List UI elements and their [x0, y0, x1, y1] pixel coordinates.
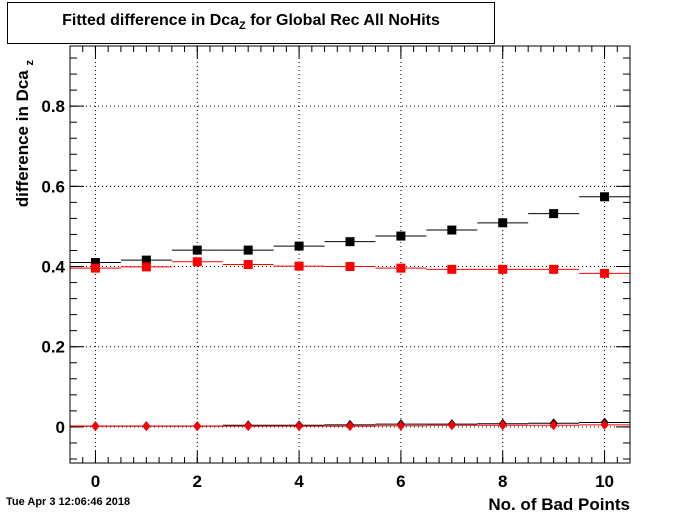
data-point: [192, 245, 202, 255]
data-point: [142, 421, 151, 432]
data-point: [447, 264, 457, 274]
data-point: [141, 255, 151, 265]
data-point: [90, 263, 100, 273]
data-point: [244, 421, 253, 432]
x-tick-label: 6: [396, 472, 405, 491]
data-point: [90, 258, 100, 268]
data-point: [294, 261, 304, 271]
y-tick-label: 0.8: [41, 97, 65, 116]
chart-title-suffix: for Global Rec All NoHits: [245, 12, 440, 29]
data-point: [600, 192, 610, 202]
grid-lines: [70, 46, 630, 463]
plot-frame: [69, 45, 631, 464]
chart-title-box: Fitted difference in DcaZ for Global Rec…: [7, 2, 495, 44]
x-tick-label: 2: [193, 472, 202, 491]
data-point: [192, 257, 202, 267]
tick-labels: 0 2 4 6 8 10 0 0.2 0.4 0.6 0.8: [41, 97, 614, 491]
data-point: [294, 241, 304, 251]
data-point: [243, 260, 253, 270]
chart-title: Fitted difference in DcaZ for Global Rec…: [8, 12, 494, 32]
chart-title-subscript: Z: [239, 20, 246, 33]
data-point: [396, 420, 405, 431]
x-tick-label: 8: [498, 472, 507, 491]
data-point: [345, 237, 355, 247]
data-point: [447, 225, 457, 235]
x-axis-title: No. of Bad Points: [488, 495, 630, 514]
series-1: [70, 257, 630, 278]
y-axis-title: difference in Dca z: [13, 60, 36, 208]
data-point: [498, 218, 508, 228]
timestamp: Tue Apr 3 12:06:46 2018: [6, 496, 131, 508]
data-point: [498, 264, 508, 274]
data-point: [600, 268, 610, 278]
data-series: [70, 192, 630, 432]
minor-ticks: [69, 46, 631, 463]
data-point: [295, 421, 304, 432]
y-tick-label: 0.2: [41, 338, 65, 357]
series-0: [70, 192, 630, 268]
y-axis-title-main: difference in Dca: [13, 70, 32, 208]
data-point: [91, 421, 100, 432]
data-point: [345, 262, 355, 272]
y-tick-label: 0.4: [41, 258, 65, 277]
y-tick-label: 0.6: [41, 177, 65, 196]
x-tick-label: 10: [595, 472, 614, 491]
data-point: [549, 209, 559, 219]
x-tick-label: 4: [294, 472, 304, 491]
data-point: [549, 264, 559, 274]
data-point: [396, 263, 406, 273]
x-tick-label: 0: [91, 472, 100, 491]
data-point: [447, 420, 456, 431]
y-axis-title-subscript: z: [24, 60, 36, 66]
data-point: [600, 419, 609, 430]
data-point: [498, 420, 507, 431]
chart-title-prefix: Fitted difference in Dca: [62, 12, 240, 29]
data-point: [243, 245, 253, 255]
data-point: [193, 421, 202, 432]
data-point: [396, 231, 406, 241]
data-point: [549, 420, 558, 431]
data-point: [346, 421, 354, 432]
series-3: [70, 419, 630, 432]
data-point: [141, 262, 151, 272]
y-tick-label: 0: [56, 418, 65, 437]
